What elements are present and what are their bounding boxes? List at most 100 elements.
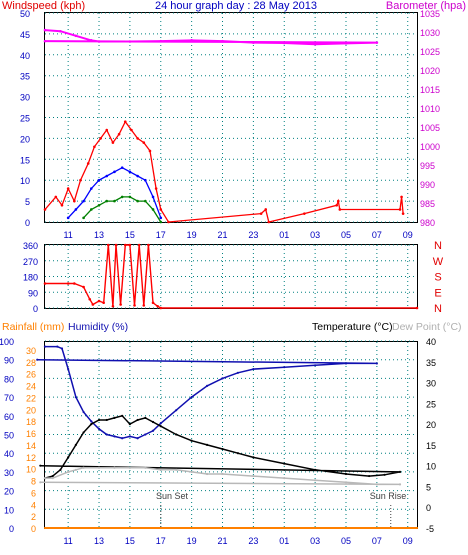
- weather-x-tick-label: 19: [187, 536, 197, 546]
- temperature-tick-label: 20: [426, 420, 436, 430]
- weather-data-point: [43, 526, 47, 530]
- weather-data-point: [252, 456, 255, 459]
- windspeed-tick-label: 15: [20, 155, 30, 165]
- wind-x-tick-label: 01: [279, 230, 289, 240]
- weather-data-point: [113, 466, 116, 469]
- wind-x-tick-label: 05: [341, 230, 351, 240]
- sun-set-annotation: Sun Set: [156, 491, 189, 501]
- rainfall-tick-label: 4: [31, 500, 36, 510]
- temperature-tick-label: 40: [426, 337, 436, 347]
- wind-data-point: [82, 216, 85, 220]
- wind-data-point: [59, 29, 62, 33]
- wind-data-point: [74, 34, 78, 38]
- wind-x-tick-label: 19: [187, 230, 197, 240]
- weather-data-point: [43, 345, 47, 348]
- weather-series-line: [37, 345, 377, 439]
- direction-data-point: [97, 299, 101, 303]
- wind-data-point: [86, 162, 90, 165]
- temperature-tick-label: 10: [426, 462, 436, 472]
- wind-data-point: [105, 128, 109, 132]
- wind-data-point: [99, 137, 102, 140]
- direction-data-point: [102, 301, 105, 305]
- temperature-tick-label: 15: [426, 441, 436, 451]
- weather-data-point: [221, 377, 224, 380]
- direction-data-point: [151, 301, 155, 305]
- wind-x-tick-label: 11: [63, 230, 72, 240]
- humidity-tick-label: 80: [4, 374, 14, 384]
- weather-data-point: [175, 409, 178, 412]
- weather-data-point: [144, 433, 147, 436]
- windspeed-axis-label: Windspeed (kph): [2, 0, 85, 12]
- dewpoint-axis-label: Dew Point (°C): [392, 321, 462, 333]
- weather-data-point: [105, 418, 108, 422]
- sun-rise-annotation: Sun Rise: [370, 491, 407, 501]
- weather-data-point: [314, 468, 317, 471]
- weather-data-point: [121, 437, 124, 440]
- weather-x-tick-label: 15: [125, 536, 135, 546]
- wind-panel-frame: [44, 12, 418, 223]
- weather-data-point: [151, 429, 155, 432]
- wind-x-tick-label: 17: [156, 230, 166, 240]
- weather-data-point: [113, 435, 116, 438]
- wind-data-point: [282, 41, 286, 45]
- wind-data-point: [259, 212, 263, 215]
- humidity-tick-label: 50: [4, 431, 14, 441]
- wind-data-point: [136, 137, 139, 140]
- wind-data-point: [128, 195, 132, 199]
- weather-data-point: [59, 468, 62, 471]
- windspeed-tick-label: 10: [20, 176, 30, 186]
- weather-data-point: [190, 470, 193, 473]
- weather-data-point: [415, 526, 419, 530]
- wind-plot: [43, 28, 405, 224]
- direction-data-point: [82, 285, 85, 289]
- humidity-axis-label: Humidity (%): [68, 321, 128, 333]
- wind-data-point: [264, 208, 268, 211]
- humidity-tick-label: 40: [4, 449, 14, 459]
- weather-data-point: [74, 468, 77, 471]
- weather-data-point: [190, 396, 193, 399]
- rainfall-tick-label: 0: [31, 524, 36, 534]
- direction-tick-label: 360: [23, 241, 38, 251]
- compass-label: N: [434, 303, 442, 315]
- wind-data-point: [401, 212, 405, 215]
- wind-data-point: [97, 40, 101, 43]
- direction-data-point: [114, 243, 118, 247]
- direction-data-point: [91, 303, 95, 306]
- wind-data-point: [336, 199, 340, 203]
- rainfall-tick-label: 26: [26, 370, 36, 380]
- direction-data-point: [111, 304, 115, 308]
- wind-data-point: [167, 220, 170, 224]
- humidity-tick-label: 0: [9, 524, 14, 534]
- wind-data-point: [398, 208, 402, 211]
- direction-data-point: [137, 243, 141, 247]
- wind-data-point: [113, 199, 116, 203]
- weather-x-tick-label: 17: [156, 536, 166, 546]
- barometer-tick-label: 1030: [420, 28, 440, 38]
- weather-data-point: [205, 384, 209, 387]
- windspeed-tick-label: 40: [20, 51, 30, 61]
- weather-data-point: [136, 437, 139, 440]
- direction-plot: [43, 243, 419, 310]
- wind-x-tick-label: 03: [310, 230, 320, 240]
- direction-tick-label: 180: [23, 273, 38, 283]
- weather-data-point: [221, 472, 224, 476]
- humidity-tick-label: 30: [4, 468, 14, 478]
- compass-label: W: [433, 256, 444, 268]
- rainfall-tick-label: 8: [31, 477, 36, 487]
- direction-data-point: [415, 306, 419, 310]
- wind-data-point: [82, 199, 85, 203]
- weather-data-point: [283, 462, 286, 465]
- weather-data-point: [283, 477, 286, 480]
- temperature-tick-label: 5: [426, 482, 431, 492]
- weather-x-tick-label: 13: [94, 536, 104, 546]
- weather-data-point: [344, 481, 348, 484]
- wind-data-point: [267, 220, 271, 224]
- direction-tick-label: 90: [28, 288, 38, 298]
- barometer-axis-label: Barometer (hpa): [386, 0, 466, 12]
- weather-data-point: [82, 431, 85, 434]
- weather-data-point: [175, 433, 178, 436]
- weather-data-point: [67, 470, 70, 473]
- weather-data-point: [60, 347, 64, 350]
- wind-data-point: [252, 41, 255, 44]
- weather-data-point: [97, 466, 101, 469]
